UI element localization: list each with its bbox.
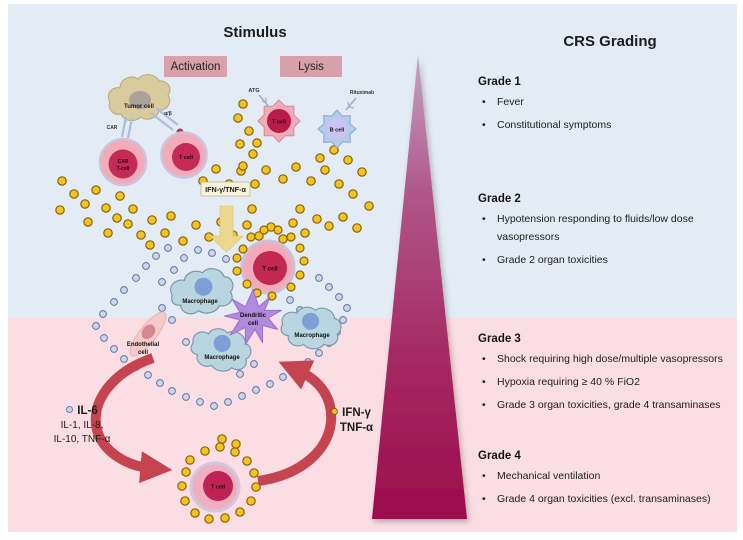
grade-3-heading: Grade 3 <box>478 333 521 345</box>
grade-1-block: Grade 1 Fever Constitutional symptoms <box>478 76 743 139</box>
activation-t-cell: T cell <box>160 131 208 179</box>
bottom-t-cell-label: T cell <box>211 485 226 491</box>
endothelial-cell-label-line2: cell <box>138 350 148 356</box>
car-t-cell-label-line2: T-cell <box>117 166 130 172</box>
rituximab-label: Rituximab <box>350 90 374 96</box>
feedback-arrow-right <box>257 360 337 486</box>
yellow-cytokine-dots-bottom <box>177 434 261 524</box>
il-others-line1: IL-1, IL-8, <box>60 420 104 431</box>
tumor-cell: Tumor cell <box>107 74 171 122</box>
macrophage-right <box>280 306 342 350</box>
grade-3-bullet: Hypoxia requiring ≥ 40 % FiO2 <box>478 373 733 391</box>
stimulus-title: Stimulus <box>223 24 287 41</box>
ifn-tnf-box-label: IFN-γ/TNF-α <box>205 185 246 194</box>
dendritic-cell: Dendritic cell <box>224 289 282 346</box>
lysed-t-cell-label: T cell <box>272 120 287 126</box>
macrophage-top-label: Macrophage <box>182 299 218 305</box>
lysis-box: Lysis <box>280 56 342 77</box>
endothelial-cell-label-line1: Endothelial <box>127 342 160 348</box>
feedback-arrow-left <box>90 353 173 484</box>
activation-t-cell-label: T cell <box>179 155 194 161</box>
grade-4-bullet: Grade 4 organ toxicities (excl. transami… <box>478 490 733 508</box>
grade-2-heading: Grade 2 <box>478 193 521 205</box>
grade-1-heading: Grade 1 <box>478 76 521 88</box>
receptor-connectors <box>120 107 179 139</box>
middle-t-cell-label: T cell <box>262 267 278 273</box>
grade-2-block: Grade 2 Hypotension responding to fluids… <box>478 193 743 274</box>
il6-dot-icon <box>66 406 74 414</box>
dendritic-cell-label-line2: cell <box>248 321 258 327</box>
ifn-tnf-label-box: IFN-γ/TNF-α <box>200 181 251 197</box>
middle-t-cell: T cell <box>240 239 296 295</box>
grade-1-bullet: Fever <box>478 93 733 111</box>
lysed-t-cell: T cell <box>257 94 301 143</box>
car-t-cell: CAR T-cell <box>98 137 148 187</box>
macrophage-right-label: Macrophage <box>294 333 330 339</box>
ifn-tnf-cytokine-label: IFN-γ TNF-α <box>318 406 384 436</box>
feedback-loop-arrows <box>90 353 337 486</box>
dendritic-cell-label-line1: Dendritic <box>240 313 267 319</box>
severity-gradient-triangle <box>372 55 467 519</box>
car-t-cell-label-line1: CAR <box>118 159 129 165</box>
grade-2-bullet: Grade 2 organ toxicities <box>478 251 733 269</box>
grade-1-bullet: Constitutional symptoms <box>478 116 733 134</box>
grade-4-block: Grade 4 Mechanical ventilation Grade 4 o… <box>478 450 743 513</box>
endothelial-cell: Endothelial cell <box>127 311 167 357</box>
tnf-label: TNF-α <box>339 422 374 434</box>
grade-2-bullet: Hypotension responding to fluids/low dos… <box>478 210 733 246</box>
cytokine-release-arrow <box>209 205 244 253</box>
tumor-cell-label: Tumor cell <box>124 104 154 110</box>
grade-3-bullet: Grade 3 organ toxicities, grade 4 transa… <box>478 396 733 414</box>
grade-3-block: Grade 3 Shock requiring high dose/multip… <box>478 333 743 419</box>
b-cell: B cell <box>317 97 357 149</box>
il6-cytokine-label: IL-6 IL-1, IL-8, IL-10, TNF-α <box>44 404 120 446</box>
tcr-receptor-label: α/β <box>164 111 172 117</box>
ifn-label: IFN-γ <box>342 407 371 419</box>
il6-label: IL-6 <box>77 405 98 417</box>
macrophage-bottom <box>190 328 252 372</box>
macrophage-bottom-label: Macrophage <box>204 355 240 361</box>
b-cell-label: B cell <box>330 128 345 134</box>
atg-label: ATG <box>248 88 259 94</box>
crs-grading-title: CRS Grading <box>563 33 657 50</box>
activation-box: Activation <box>164 56 227 77</box>
grade-3-bullet: Shock requiring high dose/multiple vasop… <box>478 350 733 368</box>
grade-4-bullet: Mechanical ventilation <box>478 467 733 485</box>
ifn-dot-icon <box>331 408 339 416</box>
car-receptor-label: CAR <box>107 125 118 131</box>
macrophage-top <box>170 268 234 315</box>
grade-4-heading: Grade 4 <box>478 450 521 462</box>
yellow-cytokine-dots-middle <box>232 225 309 301</box>
il-others-line2: IL-10, TNF-α <box>53 433 111 445</box>
bottom-t-cell: T cell <box>189 461 241 513</box>
